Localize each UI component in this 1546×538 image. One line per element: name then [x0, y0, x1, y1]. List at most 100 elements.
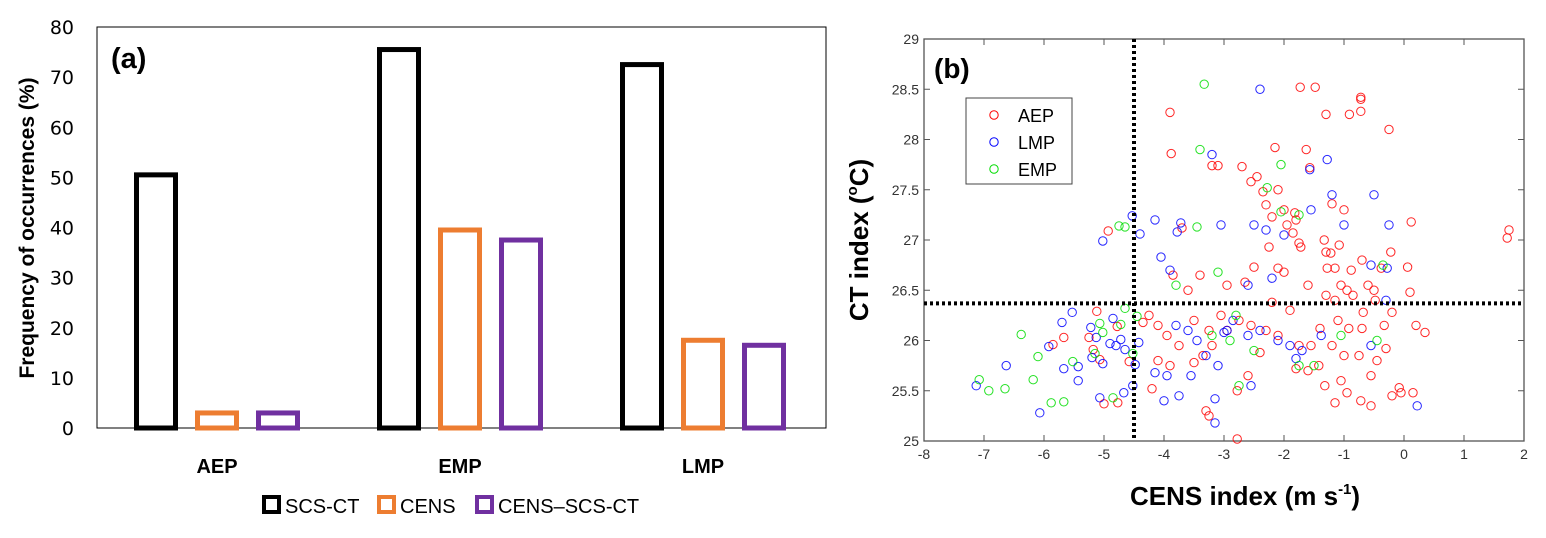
- point-aep: [1358, 307, 1368, 318]
- point-lmp: [1098, 236, 1108, 246]
- point-aep: [1165, 360, 1175, 371]
- point-aep: [1201, 406, 1211, 416]
- point-aep: [1356, 106, 1366, 117]
- point-lmp: [1073, 361, 1083, 372]
- point-aep: [1339, 350, 1349, 361]
- point-lmp: [1306, 205, 1316, 215]
- point-aep: [1144, 310, 1154, 321]
- point-lmp: [1216, 220, 1226, 230]
- point-aep: [1327, 199, 1337, 209]
- point-aep: [1384, 124, 1394, 135]
- point-aep: [1344, 109, 1355, 120]
- panel-label-a: (a): [111, 43, 146, 75]
- point-lmp: [1267, 273, 1277, 283]
- point-emp: [1199, 79, 1209, 89]
- point-lmp: [1243, 280, 1253, 290]
- point-aep: [1165, 107, 1175, 118]
- point-emp: [1213, 267, 1223, 277]
- point-aep: [1264, 242, 1274, 252]
- bar-cens-aep: [195, 410, 239, 431]
- point-aep: [1348, 290, 1358, 300]
- point-emp: [1068, 356, 1078, 367]
- point-aep: [1339, 205, 1349, 215]
- point-aep: [1366, 401, 1376, 411]
- point-lmp: [1246, 381, 1256, 391]
- point-aep: [1234, 315, 1244, 326]
- bar-scs-ct-aep: [134, 172, 178, 431]
- legend-marker-lmp: [989, 137, 999, 147]
- point-aep: [1273, 263, 1283, 273]
- point-lmp: [1150, 215, 1160, 225]
- point-aep: [1303, 280, 1313, 290]
- point-aep: [1372, 355, 1382, 366]
- point-emp: [1336, 330, 1346, 341]
- point-aep: [1246, 177, 1256, 187]
- x-tick-label-b: 2: [1520, 446, 1528, 462]
- point-aep: [1379, 320, 1389, 331]
- point-aep: [1147, 384, 1157, 394]
- point-aep: [1387, 307, 1397, 318]
- y-axis-label-a: Frequency of occurrences (%): [16, 77, 39, 378]
- point-emp: [974, 374, 984, 385]
- point-aep: [1232, 434, 1242, 444]
- bar-cens-scs-ct-emp: [499, 237, 543, 431]
- x-axis-label-sup: -1: [1338, 481, 1351, 498]
- point-aep: [1270, 142, 1280, 153]
- x-tick-label-b: -3: [1218, 446, 1231, 462]
- y-tick-label-a: 60: [50, 117, 74, 139]
- point-lmp: [1162, 370, 1172, 381]
- point-aep: [1321, 247, 1331, 257]
- y-tick-label-a: 40: [50, 218, 74, 240]
- point-lmp: [1176, 218, 1186, 228]
- point-aep: [1207, 160, 1217, 171]
- point-aep: [1290, 208, 1300, 218]
- legend-swatch-a: [262, 495, 281, 514]
- point-lmp: [1165, 265, 1175, 275]
- point-aep: [1357, 255, 1367, 265]
- point-aep: [1183, 285, 1193, 295]
- point-lmp: [1273, 335, 1283, 346]
- point-aep: [1376, 263, 1386, 273]
- point-aep: [1310, 82, 1320, 92]
- point-aep: [1048, 339, 1058, 350]
- point-emp: [1262, 183, 1272, 193]
- point-lmp: [1285, 340, 1295, 351]
- point-aep: [1406, 217, 1416, 227]
- point-emp: [1000, 384, 1010, 394]
- point-aep: [1319, 235, 1329, 245]
- point-emp: [1016, 329, 1026, 340]
- point-lmp: [971, 381, 981, 391]
- y-tick-label-b: 25.5: [892, 383, 919, 399]
- point-aep: [1153, 355, 1163, 366]
- point-aep: [1162, 330, 1172, 341]
- point-aep: [1336, 376, 1346, 386]
- category-label: AEP: [196, 456, 237, 478]
- point-lmp: [1322, 154, 1332, 165]
- y-tick-label-b: 27.5: [892, 182, 919, 198]
- point-aep: [1327, 340, 1337, 351]
- point-lmp: [1327, 190, 1337, 200]
- point-emp: [1372, 335, 1382, 346]
- point-emp: [1171, 280, 1181, 290]
- y-tick-label-a: 0: [62, 418, 74, 440]
- x-tick-label-b: -5: [1098, 446, 1111, 462]
- point-lmp: [1135, 229, 1145, 239]
- point-lmp: [1001, 360, 1011, 371]
- point-emp: [1114, 221, 1124, 231]
- point-lmp: [1219, 327, 1229, 338]
- point-lmp: [1108, 313, 1118, 324]
- point-lmp: [1057, 317, 1067, 328]
- point-emp: [1120, 303, 1130, 314]
- point-emp: [1294, 360, 1304, 371]
- point-emp: [1028, 374, 1038, 385]
- point-aep: [1113, 398, 1123, 408]
- point-emp: [1249, 345, 1259, 356]
- point-aep: [1189, 315, 1199, 326]
- point-aep: [1326, 248, 1336, 258]
- scatter-chart-panel-b: -8 -7 -6 -5 -4 -3 -2 -1 0 1 2 25 25.5 26 26.5 27 27.5 28 2…: [844, 31, 1528, 511]
- point-lmp: [1255, 84, 1265, 94]
- point-lmp: [1119, 388, 1129, 398]
- point-aep: [1386, 247, 1396, 257]
- point-aep: [1240, 277, 1250, 287]
- point-emp: [1033, 351, 1043, 362]
